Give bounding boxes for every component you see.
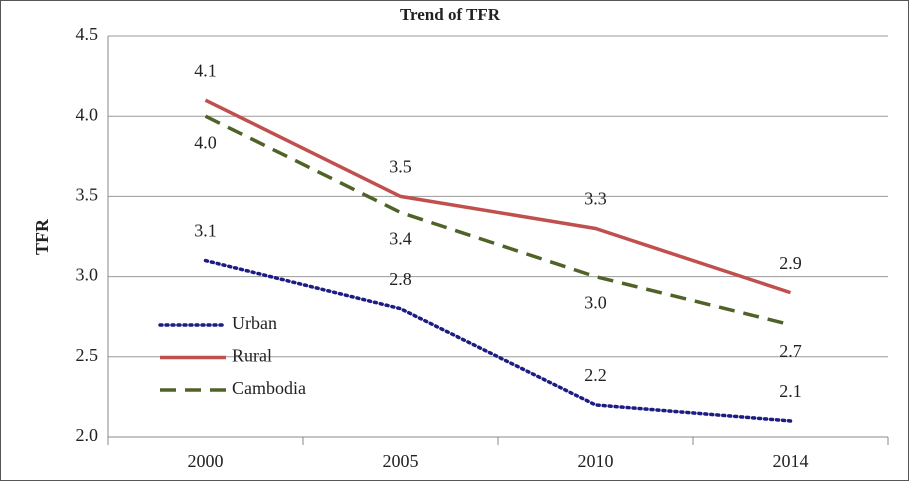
data-label: 3.1 [194, 221, 217, 241]
y-tick-label: 3.0 [76, 265, 99, 285]
y-axis-label: TFR [32, 218, 52, 255]
data-label: 4.1 [194, 60, 217, 80]
x-tick-label: 2005 [383, 451, 419, 471]
series-line [203, 258, 793, 423]
legend-label: Rural [232, 346, 272, 366]
data-label: 2.9 [779, 253, 802, 273]
series-line [204, 114, 791, 327]
data-label: 2.2 [584, 365, 607, 385]
y-tick-label: 3.5 [76, 185, 99, 205]
y-tick-label: 2.5 [76, 345, 99, 365]
x-tick-label: 2010 [578, 451, 614, 471]
data-label: 3.5 [389, 157, 412, 177]
legend-label: Urban [232, 313, 277, 333]
data-label: 2.8 [389, 269, 412, 289]
series-line [204, 98, 792, 295]
data-label: 3.3 [584, 189, 607, 209]
data-label: 2.7 [779, 341, 802, 361]
y-tick-label: 4.5 [76, 24, 99, 44]
data-label: 4.0 [194, 132, 217, 152]
data-label: 3.0 [584, 293, 607, 313]
legend-label: Cambodia [232, 378, 306, 398]
data-label: 2.1 [779, 381, 802, 401]
y-tick-label: 2.0 [76, 425, 99, 445]
data-label: 3.4 [389, 229, 412, 249]
x-tick-label: 2014 [773, 451, 809, 471]
x-tick-label: 2000 [188, 451, 224, 471]
chart-title: Trend of TFR [400, 5, 501, 24]
y-tick-label: 4.0 [76, 104, 99, 124]
